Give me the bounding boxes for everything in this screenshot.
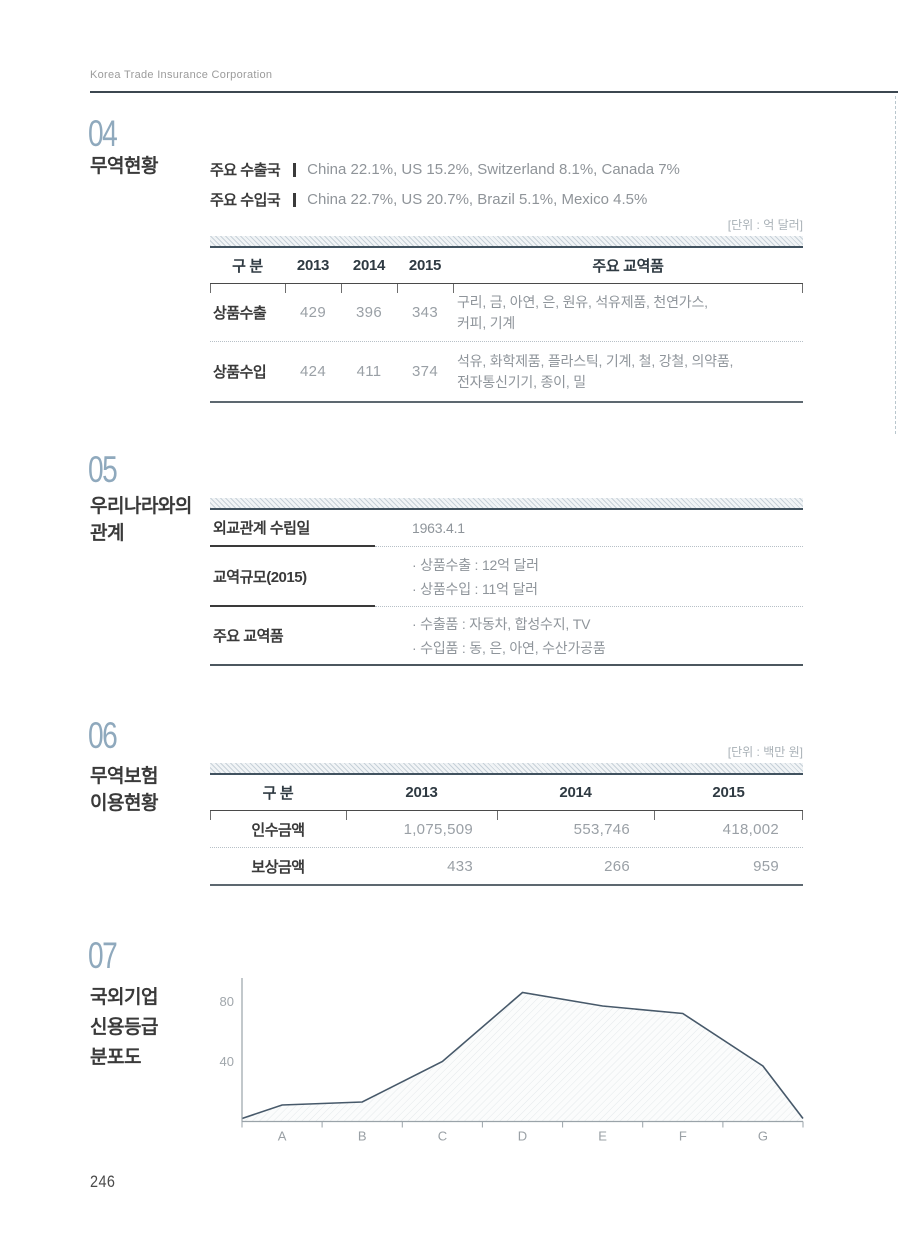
section-04-title: 무역현황 [90,156,158,177]
x-axis-tick-label: B [358,1129,367,1144]
major-import-countries-line: 주요 수입국 China 22.7%, US 20.7%, Brazil 5.1… [210,189,647,210]
row-value-line: · 상품수출 : 12억 달러 [412,556,539,573]
row-value-line: · 상품수입 : 11억 달러 [412,580,538,597]
export-countries-value: China 22.1%, US 15.2%, Switzerland 8.1%,… [307,161,680,178]
table-row: 상품수출 429 396 343 구리, 금, 아연, 은, 원유, 석유제품,… [210,284,803,342]
export-countries-label: 주요 수출국 [210,162,281,179]
section-06-number: 06 [88,715,118,756]
row-label: 교역규모(2015) [213,568,307,586]
table-header-row: 구 분 2013 2014 2015 [210,775,803,811]
divider-bar-icon [293,192,297,207]
x-axis-tick-label: D [518,1129,527,1144]
data-line [241,991,804,1120]
products-line: 석유, 화학제품, 플라스틱, 기계, 철, 강철, 의약품, [457,352,734,369]
table-row: 주요 교역품 · 수출품 : 자동차, 합성수지, TV · 수입품 : 동, … [210,607,803,666]
value-2015: 343 [412,304,438,321]
page-edge-dashed-line [895,96,896,434]
products-line: 커피, 기계 [457,314,516,331]
col-header-2013: 2013 [405,784,438,801]
area-fill [242,992,803,1122]
unit-label-section06: [단위 : 백만 원] [727,745,803,759]
title-line: 우리나라와의 [90,496,192,517]
page-header-text: Korea Trade Insurance Corporation [90,69,273,81]
row-value: 1963.4.1 [412,520,465,536]
section-05-number: 05 [88,449,118,490]
table-row: 보상금액 433 266 959 [210,848,803,886]
table-row: 교역규모(2015) · 상품수출 : 12억 달러 · 상품수입 : 11억 … [210,547,803,607]
major-export-countries-line: 주요 수출국 China 22.1%, US 15.2%, Switzerlan… [210,159,680,180]
title-line: 이용현황 [90,793,158,814]
x-axis-tick-label: G [758,1129,768,1144]
col-header-2015: 2015 [408,257,442,274]
products-cell: 구리, 금, 아연, 은, 원유, 석유제품, 천연가스, 커피, 기계 [453,292,803,334]
row-value-line: · 수입품 : 동, 은, 아연, 수산가공품 [412,639,606,656]
title-line: 분포도 [90,1047,141,1068]
import-countries-label: 주요 수입국 [210,192,281,209]
insurance-usage-table: 구 분 2013 2014 2015 인수금액 1,075,509 553,74… [210,763,803,886]
title-line: 무역보험 [90,766,158,787]
x-axis-tick-label: F [679,1129,687,1144]
title-line: 신용등급 [90,1017,158,1038]
section-07-title: 국외기업 신용등급 분포도 [90,983,158,1073]
row-value-line: · 수출품 : 자동차, 합성수지, TV [412,615,591,632]
credit-rating-distribution-chart: 40 80 A B C D E F G [200,968,850,1153]
col-header-2014: 2014 [352,257,386,274]
section-06-title: 무역보험 이용현황 [90,763,158,817]
value-2013: 424 [300,363,326,380]
value-2014: 396 [356,304,382,321]
unit-label-section04: [단위 : 억 달러] [727,218,803,232]
table-decorative-hatch-bar [210,763,803,775]
products-cell: 석유, 화학제품, 플라스틱, 기계, 철, 강철, 의약품, 전자통신기기, … [453,351,803,393]
y-axis-tick-label: 40 [220,1054,234,1069]
page-number: 246 [90,1172,116,1191]
korea-relations-table: 외교관계 수립일 1963.4.1 교역규모(2015) · 상품수출 : 12… [210,498,803,666]
table-row: 인수금액 1,075,509 553,746 418,002 [210,811,803,848]
col-header-category: 구 분 [232,258,263,275]
section-04-number: 04 [88,113,118,154]
table-header-row: 구 분 2013 2014 2015 주요 교역품 [210,248,803,284]
value-2015: 959 [753,857,779,875]
col-header-2013: 2013 [296,257,330,274]
value-2014: 553,746 [573,820,630,838]
row-label: 외교관계 수립일 [213,520,310,537]
value-2015: 374 [412,363,438,380]
title-line: 관계 [90,523,124,544]
section-07-number: 07 [88,935,118,976]
value-2013: 1,075,509 [403,820,473,838]
y-axis-tick-label: 80 [220,994,234,1009]
table-row: 상품수입 424 411 374 석유, 화학제품, 플라스틱, 기계, 철, … [210,342,803,403]
col-header-2014: 2014 [559,784,592,801]
divider-bar-icon [293,162,297,177]
value-2013: 429 [300,304,326,321]
value-2014: 266 [604,857,630,875]
import-countries-value: China 22.7%, US 20.7%, Brazil 5.1%, Mexi… [307,191,648,208]
col-header-category: 구 분 [262,785,294,802]
value-2014: 411 [356,363,382,380]
products-line: 구리, 금, 아연, 은, 원유, 석유제품, 천연가스, [457,293,708,310]
row-label: 상품수출 [213,305,267,322]
header-rule [90,91,898,93]
col-header-products: 주요 교역품 [592,258,664,275]
value-2015: 418,002 [722,820,779,838]
table-row: 외교관계 수립일 1963.4.1 [210,510,803,547]
title-line: 국외기업 [90,987,158,1008]
trade-status-table: 구 분 2013 2014 2015 주요 교역품 상품수출 429 396 3… [210,236,803,403]
x-axis-tick-label: C [438,1129,447,1144]
value-2013: 433 [447,857,473,875]
section-05-title: 우리나라와의 관계 [90,493,192,547]
col-header-2015: 2015 [712,784,745,801]
products-line: 전자통신기기, 종이, 밀 [457,373,586,390]
row-label: 주요 교역품 [213,628,284,645]
x-axis-tick-label: E [598,1129,607,1144]
table-decorative-hatch-bar [210,236,803,248]
row-label: 인수금액 [251,821,305,839]
row-label: 상품수입 [213,364,267,381]
table-decorative-hatch-bar [210,498,803,510]
row-label: 보상금액 [251,858,305,876]
x-axis-tick-label: A [278,1129,287,1144]
